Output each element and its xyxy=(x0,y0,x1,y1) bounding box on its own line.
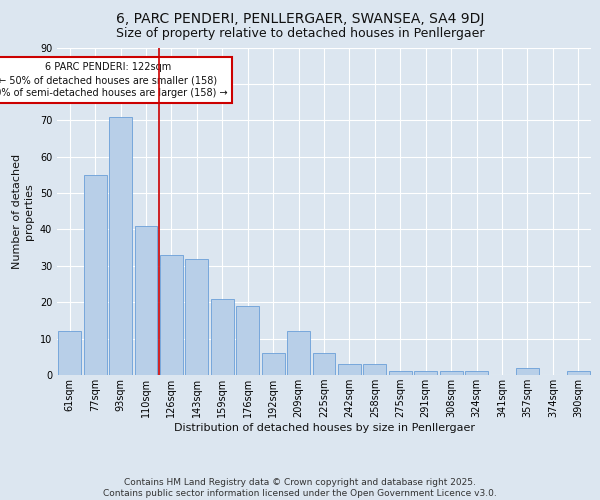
X-axis label: Distribution of detached houses by size in Penllergaer: Distribution of detached houses by size … xyxy=(173,423,475,433)
Bar xyxy=(134,226,157,375)
Bar xyxy=(236,306,259,375)
Bar xyxy=(389,372,412,375)
Text: Contains HM Land Registry data © Crown copyright and database right 2025.
Contai: Contains HM Land Registry data © Crown c… xyxy=(103,478,497,498)
Text: Size of property relative to detached houses in Penllergaer: Size of property relative to detached ho… xyxy=(116,28,484,40)
Bar xyxy=(83,175,107,375)
Bar xyxy=(109,116,132,375)
Bar xyxy=(516,368,539,375)
Text: 6 PARC PENDERI: 122sqm
← 50% of detached houses are smaller (158)
50% of semi-de: 6 PARC PENDERI: 122sqm ← 50% of detached… xyxy=(0,62,227,98)
Bar xyxy=(364,364,386,375)
Bar xyxy=(465,372,488,375)
Y-axis label: Number of detached
properties: Number of detached properties xyxy=(12,154,34,269)
Bar xyxy=(160,255,183,375)
Bar xyxy=(58,332,81,375)
Bar xyxy=(313,353,335,375)
Bar xyxy=(338,364,361,375)
Text: 6, PARC PENDERI, PENLLERGAER, SWANSEA, SA4 9DJ: 6, PARC PENDERI, PENLLERGAER, SWANSEA, S… xyxy=(116,12,484,26)
Bar xyxy=(287,332,310,375)
Bar xyxy=(185,258,208,375)
Bar xyxy=(262,353,284,375)
Bar xyxy=(414,372,437,375)
Bar xyxy=(567,372,590,375)
Bar xyxy=(440,372,463,375)
Bar xyxy=(211,298,234,375)
